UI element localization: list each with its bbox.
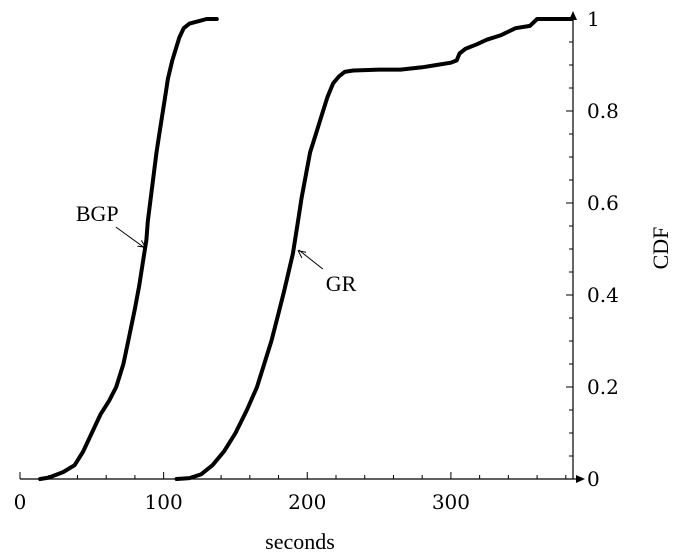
annotation-arrowhead	[297, 250, 307, 259]
series-line-bgp	[38, 17, 219, 481]
series-line-gr	[174, 17, 574, 481]
annotation-label-bgp: BGP	[76, 201, 119, 226]
y-axis-label: CDF	[648, 227, 673, 270]
series-group	[38, 17, 574, 481]
y-tick-label: 0.2	[587, 375, 619, 399]
annotation-arrow	[298, 249, 324, 270]
y-tick-label: 1	[587, 7, 600, 31]
annotation-arrowhead	[137, 240, 147, 248]
x-tick-label: 0	[14, 490, 27, 514]
annotation-arrow	[115, 226, 146, 249]
x-tick-label: 200	[288, 490, 326, 514]
y-tick-label: 0.8	[587, 99, 619, 123]
x-axis-arrow	[576, 475, 585, 483]
annotations-group: BGP GR	[76, 201, 357, 296]
y-tick-label: 0	[587, 467, 600, 491]
y-tick-label: 0.6	[587, 191, 619, 215]
x-tick-label: 300	[432, 490, 470, 514]
axes: 0 100 200 300 0 0.2 0.4 0.6 0.8 1	[14, 7, 619, 514]
x-axis-label: seconds	[265, 529, 335, 554]
x-tick-label: 100	[145, 490, 183, 514]
annotation-label-gr: GR	[326, 271, 357, 296]
y-tick-label: 0.4	[587, 283, 619, 307]
